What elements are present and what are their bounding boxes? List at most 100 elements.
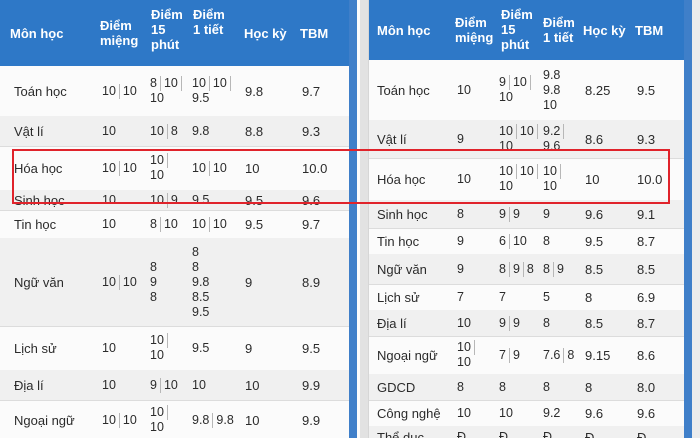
table-row: Vật lí 10 10 8 9.8 8.8 9.3 (0, 116, 349, 147)
avg-cell: 9.6 (637, 405, 656, 421)
avg-cell: Đ (637, 429, 647, 438)
subject-cell: Hóa học (14, 160, 63, 176)
score-value: 10 (150, 192, 168, 208)
quiz15-cell-scores: 10 9 (150, 192, 184, 208)
semester-cell: 9.8 (245, 83, 264, 99)
right-table-header: Môn học Điểm miệng Điểm 15 phút Điểm 1 t… (369, 0, 685, 60)
score-value: 9 (543, 206, 550, 221)
test1-cell-scores: 9.5 (192, 193, 215, 208)
subject-cell: Địa lí (14, 377, 44, 393)
test1-cell-scores: Đ (543, 430, 558, 438)
oral-cell: 9 (457, 120, 497, 158)
table-row: GDCD 8 8 8 8 8.0 (369, 374, 685, 401)
header-test1: Điểm 1 tiết (543, 15, 575, 45)
test1-cell-scores: 7.6 8 (543, 347, 580, 363)
semester-cell: 8 (585, 289, 593, 305)
test1-cell: 8 (543, 228, 583, 254)
test1-cell: 10 10 (192, 210, 242, 238)
oral-cell: 10 (102, 370, 148, 400)
score-value: 10 (122, 412, 137, 427)
score-value: 9.5 (192, 91, 210, 105)
oral-cell: 8 (457, 200, 497, 228)
semester-cell: 8.6 (585, 131, 604, 147)
oral-cell-scores: 10 10 (457, 340, 497, 370)
score-value: 9.8 (192, 274, 210, 289)
test1-cell-scores: 8 (543, 316, 556, 331)
quiz15-cell-scores: 10 8 (150, 123, 184, 139)
quiz15-cell: 10 10 (150, 146, 190, 190)
subject-cell: GDCD (377, 379, 416, 395)
oral-cell-scores: 10 (102, 124, 122, 139)
semester-cell: 8.5 (585, 261, 604, 277)
subject-cell: Toán học (14, 83, 67, 99)
score-value: 9 (499, 206, 510, 222)
right-scroll-edge (684, 0, 692, 438)
score-value: 10 (102, 274, 120, 290)
score-value: 9 (513, 261, 524, 277)
quiz15-cell: 8 10 10 (150, 66, 190, 116)
quiz15-cell-scores: Đ (499, 430, 514, 438)
avg-cell: 10.0 (302, 160, 328, 176)
score-value: 9 (512, 315, 520, 330)
subject-cell: Hóa học (377, 171, 426, 187)
oral-cell: 10 (457, 60, 497, 120)
score-value: 10 (102, 160, 120, 176)
quiz15-cell: 8 10 (150, 210, 190, 238)
oral-cell: 10 (102, 326, 148, 370)
test1-cell: 10 (192, 370, 242, 400)
score-value: 10 (457, 82, 471, 97)
score-value: 8 (543, 315, 550, 330)
avg-cell: 8.9 (302, 274, 321, 290)
score-value: 10 (122, 83, 137, 98)
oral-cell-scores: 7 (457, 290, 470, 305)
test1-cell: 7.6 8 (543, 336, 583, 374)
score-value: 10 (499, 139, 513, 153)
header-quiz15: Điểm 15 phút (501, 7, 533, 52)
test1-cell: 9.5 (192, 326, 242, 370)
oral-cell: 10 10 (102, 400, 148, 438)
score-value: 10 (520, 124, 538, 139)
oral-cell-scores: 10 10 (102, 412, 143, 428)
header-semester: Học kỳ (244, 25, 287, 41)
score-value: 8 (499, 379, 506, 394)
avg-cell: 8.7 (637, 233, 656, 249)
table-row: Hóa học 10 10 10 10 10 10 10 10.0 (0, 146, 349, 191)
score-value: 10 (543, 164, 561, 179)
score-value: 10 (543, 97, 557, 112)
avg-cell: 9.7 (302, 83, 321, 99)
score-value: 7 (499, 347, 510, 363)
test1-cell: 9.2 9.6 (543, 120, 583, 158)
semester-cell: 10 (245, 412, 260, 428)
avg-cell: 8.6 (637, 347, 656, 363)
oral-cell: Đ (457, 426, 497, 438)
score-value: 10 (102, 412, 120, 428)
score-value: 10 (150, 333, 168, 348)
left-scroll-edge (349, 0, 357, 438)
score-value: 9.5 (192, 340, 210, 355)
score-value: 10 (543, 179, 557, 193)
semester-cell: 10 (585, 171, 600, 187)
oral-cell-scores: 10 10 (102, 83, 143, 99)
semester-cell: 9.5 (245, 192, 264, 208)
score-value: 9.8 (543, 82, 561, 97)
test1-cell-scores: 9.2 (543, 406, 566, 421)
score-value: 8 (192, 244, 199, 259)
quiz15-cell: 10 9 (150, 190, 190, 210)
score-value: 10 (499, 124, 517, 139)
score-value: 8 (150, 76, 161, 91)
oral-cell-scores: Đ (457, 430, 472, 438)
semester-cell: 9.6 (585, 405, 604, 421)
semester-cell: 9 (245, 340, 253, 356)
oral-cell-scores: 9 (457, 132, 470, 147)
test1-cell: 9.8 (192, 116, 242, 146)
test1-cell-scores: 9.8 (192, 124, 215, 139)
quiz15-cell: 9 10 (150, 370, 190, 400)
score-value: 8 (170, 123, 178, 138)
score-value: 10 (164, 76, 182, 91)
score-value: 10 (122, 274, 137, 289)
score-value: Đ (543, 429, 553, 438)
oral-cell: 7 (457, 284, 497, 310)
